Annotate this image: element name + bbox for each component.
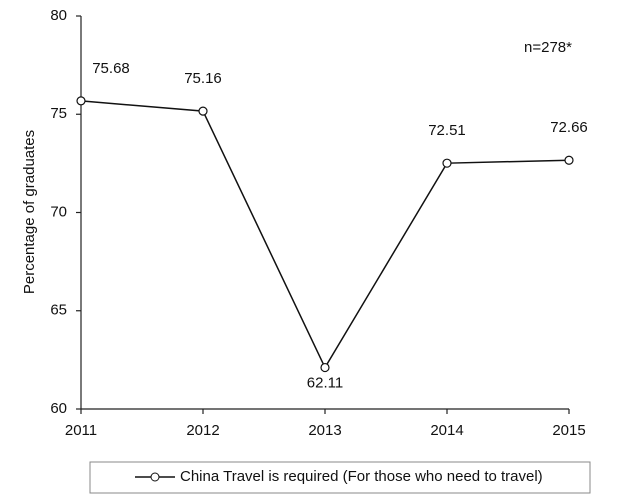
legend-label: China Travel is required (For those who … <box>180 468 543 485</box>
data-point <box>76 96 86 106</box>
x-tick-label: 2013 <box>308 422 341 439</box>
y-tick-label: 65 <box>50 302 67 319</box>
data-label: 72.51 <box>428 122 466 139</box>
y-tick-label: 60 <box>50 400 67 417</box>
annotation: n=278* <box>524 39 572 56</box>
x-tick-label: 2015 <box>552 422 585 439</box>
data-label: 62.11 <box>307 375 343 392</box>
data-label: 72.66 <box>550 119 588 136</box>
data-point <box>564 155 574 165</box>
y-axis-label: Percentage of graduates <box>21 130 38 294</box>
data-point <box>442 158 452 168</box>
data-point <box>198 106 208 116</box>
x-tick-label: 2011 <box>65 422 97 439</box>
x-tick-label: 2012 <box>186 422 219 439</box>
data-point <box>320 362 330 373</box>
y-tick-label: 75 <box>50 105 67 122</box>
legend-marker <box>150 472 160 482</box>
y-tick-label: 80 <box>50 7 67 24</box>
x-tick-label: 2014 <box>430 422 463 439</box>
series-line <box>80 100 570 370</box>
y-tick-label: 70 <box>50 203 67 220</box>
data-label: 75.68 <box>92 60 130 77</box>
data-label: 75.16 <box>184 70 222 87</box>
